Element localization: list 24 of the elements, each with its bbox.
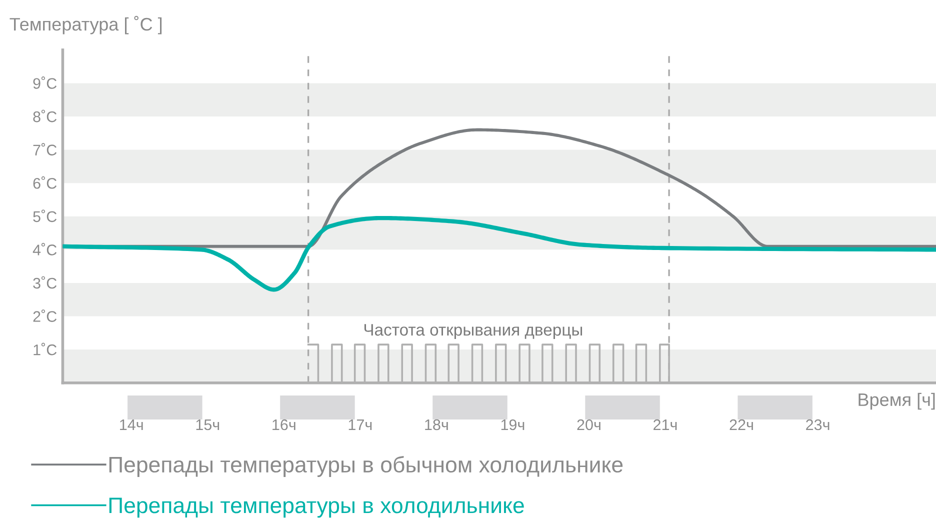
annotation: Частота открывания дверцы: [364, 324, 582, 340]
y-tick-label: 8˚C: [33, 110, 57, 122]
x-tick-label: 17ч: [348, 420, 372, 430]
y-axis-title: Температура [ ˚C ]: [10, 16, 162, 34]
y-tick-label: 1˚C: [34, 342, 57, 356]
y-tick-label: 7˚C: [33, 143, 57, 156]
y-tick-label: 2˚C: [33, 309, 57, 322]
legend-label: Перепады температуры в холодильнике: [109, 498, 524, 518]
x-tick-label: 14ч: [120, 420, 143, 430]
legend-label: Перепады температуры в обычном холодильнике: [109, 456, 623, 477]
x-tick-label: 16ч: [272, 419, 296, 430]
y-tick-label: 6˚C: [33, 176, 57, 189]
x-axis-title: Время [ч]: [858, 392, 935, 410]
x-tick-label: 20ч: [577, 419, 600, 430]
x-tick-label: 23ч: [806, 419, 830, 430]
y-tick-label: 9˚C: [33, 76, 57, 89]
x-tick-label: 21ч: [654, 419, 677, 430]
x-tick-label: 15ч: [196, 420, 220, 430]
y-tick-label: 4˚C: [32, 242, 57, 256]
x-tick-label: 18ч: [425, 419, 448, 430]
x-tick-label: 22ч: [730, 419, 753, 430]
x-tick-label: 19ч: [501, 419, 524, 430]
y-tick-label: 5˚C: [33, 210, 57, 222]
y-tick-label: 3˚C: [33, 276, 57, 289]
